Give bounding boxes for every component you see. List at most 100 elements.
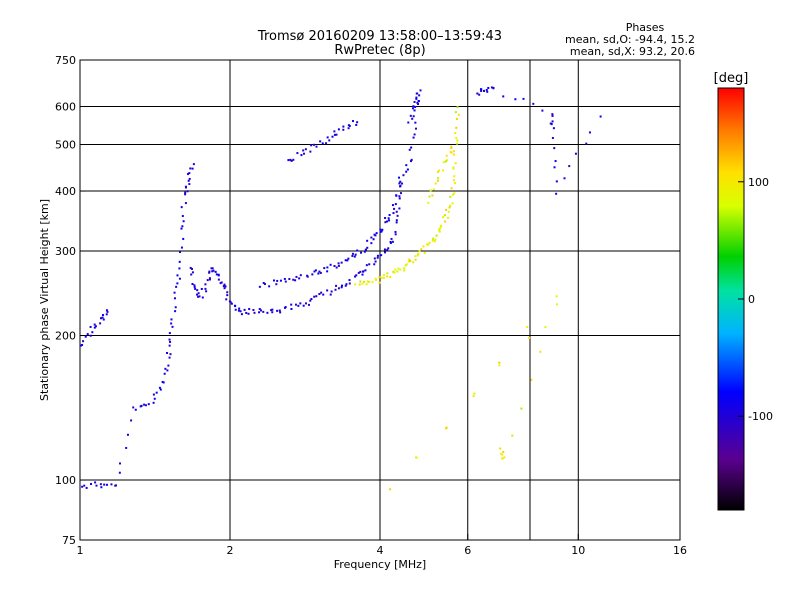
data-point-O [418, 94, 420, 96]
data-point-O [279, 311, 281, 313]
data-point-X [453, 154, 455, 156]
data-point-O [384, 248, 386, 250]
data-point-O [175, 306, 177, 308]
data-point-O [341, 262, 343, 264]
data-point-O [532, 103, 534, 105]
data-point-X [531, 379, 533, 381]
data-point-O [310, 144, 312, 146]
data-point-O [387, 247, 389, 249]
data-point-X [520, 408, 522, 410]
data-point-X [539, 351, 541, 353]
data-point-X [359, 280, 361, 282]
data-point-O [366, 247, 368, 249]
data-point-O [374, 234, 376, 236]
data-point-O [575, 153, 577, 155]
data-point-O [103, 319, 105, 321]
data-point-O [95, 325, 97, 327]
data-point-X [432, 239, 434, 241]
data-point-X [456, 143, 458, 145]
data-point-X [437, 177, 439, 179]
data-point-O [225, 298, 227, 300]
data-point-O [392, 212, 394, 214]
y-axis-label: Stationary phase Virtual Height [km] [38, 199, 51, 401]
data-point-O [552, 115, 554, 117]
data-point-O [366, 240, 368, 242]
data-point-O [330, 294, 332, 296]
data-point-X [502, 451, 504, 453]
data-point-O [341, 285, 343, 287]
data-point-O [333, 130, 335, 132]
data-point-X [435, 182, 437, 184]
data-point-O [179, 261, 181, 263]
data-point-X [420, 248, 422, 250]
data-point-O [395, 203, 397, 205]
data-point-O [181, 247, 183, 249]
data-point-X [511, 435, 513, 437]
data-point-O [297, 305, 299, 307]
data-point-X [414, 255, 416, 257]
data-point-X [415, 259, 417, 261]
data-point-X [378, 282, 380, 284]
data-point-X [378, 276, 380, 278]
data-point-X [386, 272, 388, 274]
data-point-O [215, 271, 217, 273]
data-point-O [556, 180, 558, 182]
data-point-X [526, 326, 528, 328]
data-point-O [393, 208, 395, 210]
data-point-X [412, 261, 414, 263]
data-point-O [209, 277, 211, 279]
data-point-O [188, 180, 190, 182]
data-point-X [498, 364, 500, 366]
data-point-O [180, 228, 182, 230]
data-point-O [310, 298, 312, 300]
data-point-O [299, 302, 301, 304]
data-point-O [226, 294, 228, 296]
data-point-O [410, 115, 412, 117]
data-point-X [473, 395, 475, 397]
data-point-O [192, 271, 194, 273]
data-point-O [338, 128, 340, 130]
data-point-O [334, 289, 336, 291]
data-point-X [452, 168, 454, 170]
data-point-O [414, 101, 416, 103]
data-point-O [260, 309, 262, 311]
data-point-X [434, 239, 436, 241]
data-point-O [523, 98, 525, 100]
data-point-O [185, 202, 187, 204]
data-point-O [585, 143, 587, 145]
y-tick-labels: 75 100 200 300 400 500 600 750 [55, 54, 76, 547]
x-tick-label: 10 [571, 544, 585, 557]
data-point-X [445, 160, 447, 162]
data-point-O [191, 283, 193, 285]
data-point-O [224, 287, 226, 289]
data-point-O [102, 314, 104, 316]
data-point-X [544, 326, 546, 328]
data-point-O [487, 87, 489, 89]
data-point-O [271, 309, 273, 311]
data-point-O [386, 220, 388, 222]
data-point-X [416, 457, 418, 459]
data-point-X [372, 281, 374, 283]
data-point-O [315, 269, 317, 271]
data-point-O [290, 308, 292, 310]
data-point-O [91, 331, 93, 333]
data-point-O [166, 352, 168, 354]
data-point-O [370, 237, 372, 239]
data-point-O [395, 231, 397, 233]
data-point-O [366, 264, 368, 266]
data-point-O [192, 168, 194, 170]
data-point-O [384, 217, 386, 219]
data-point-O [248, 313, 250, 315]
data-point-O [258, 311, 260, 313]
data-point-O [418, 100, 420, 102]
data-point-O [326, 289, 328, 291]
data-point-O [241, 313, 243, 315]
data-point-O [279, 309, 281, 311]
data-point-X [444, 214, 446, 216]
data-point-O [414, 122, 416, 124]
data-point-O [90, 335, 92, 337]
data-point-O [362, 274, 364, 276]
data-point-O [100, 483, 102, 485]
data-point-X [556, 303, 558, 305]
data-point-O [216, 273, 218, 275]
